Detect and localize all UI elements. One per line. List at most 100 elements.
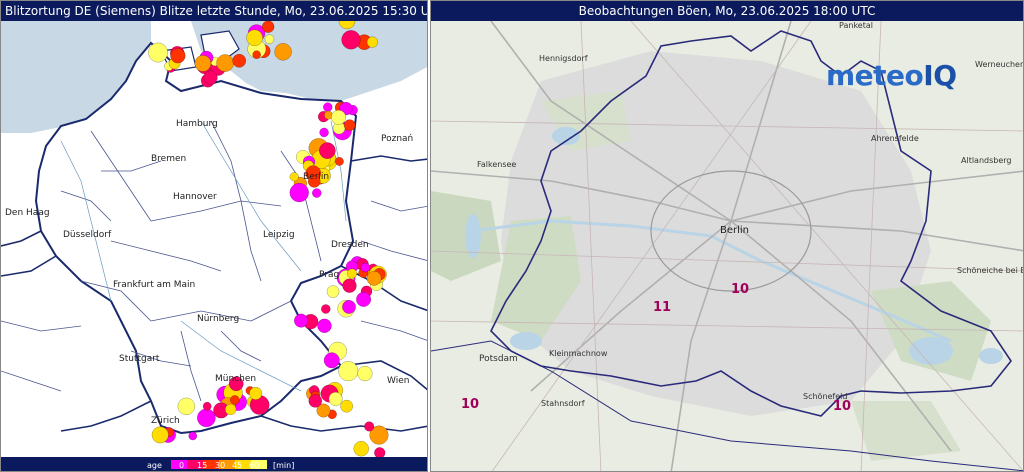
- lightning-strike-dot: [203, 70, 218, 85]
- forest-south: [851, 401, 961, 461]
- lightning-strike-dot: [228, 376, 244, 391]
- lightning-strike-dot: [308, 394, 322, 408]
- lightning-strike-dot: [262, 21, 275, 33]
- lightning-strike-dot: [338, 361, 359, 381]
- legend-value: 45: [232, 461, 243, 470]
- city-label: Stuttgart: [119, 354, 160, 364]
- lightning-strike-dot: [264, 34, 275, 44]
- lightning-strike-dot: [148, 42, 168, 63]
- lightning-strike-dot: [331, 109, 346, 125]
- logo-text: IQ: [923, 59, 957, 92]
- lightning-strike-dot: [197, 408, 216, 428]
- lightning-strike-dot: [369, 425, 389, 445]
- country-border: [1, 255, 57, 277]
- gust-observation[interactable]: 10: [833, 399, 852, 414]
- place-label: Stahnsdorf: [541, 399, 585, 408]
- ring-road: [650, 170, 812, 292]
- legend-value: 60: [249, 461, 260, 470]
- lightning-strike-dot: [312, 188, 322, 198]
- lightning-map[interactable]: Hamburg Bremen Hannover Berlin Leipzig D…: [1, 21, 428, 459]
- lightning-strike-dot: [347, 268, 357, 279]
- lightning-strike-dot: [289, 183, 309, 203]
- forest-grunewald: [491, 216, 581, 341]
- city-label: Prag: [319, 270, 339, 280]
- berlin-osm-map[interactable]: Hennigsdorf Falkensee Berlin Potsdam Kle…: [431, 21, 1024, 472]
- city-label: Hamburg: [176, 119, 218, 129]
- lightning-strike-dot: [177, 397, 195, 415]
- city-label: Berlin: [303, 172, 329, 182]
- lightning-strike-dot: [151, 426, 169, 444]
- gust-map-title: Beobachtungen Böen, Mo, 23.06.2025 18:00…: [431, 1, 1023, 21]
- lightning-strike-dot: [335, 157, 344, 166]
- logo-text: meteo: [826, 59, 924, 92]
- country-border: [60, 400, 152, 432]
- city-label: Bremen: [151, 154, 186, 164]
- river-spree: [470, 219, 952, 343]
- lightning-strike-dot: [364, 421, 375, 432]
- legend-label: age: [147, 461, 162, 470]
- legend-value: 0: [179, 461, 185, 470]
- legend-swatch: [203, 460, 219, 469]
- legend-value: 15: [197, 461, 208, 470]
- rivers: [60, 120, 347, 392]
- lightning-strike-dot: [274, 43, 292, 61]
- lightning-strike-dot: [289, 172, 299, 182]
- lightning-strike-dot: [230, 395, 240, 405]
- legend-swatch: [251, 460, 267, 469]
- lightning-strike-dot: [319, 142, 336, 159]
- lightning-strike-dot: [249, 387, 263, 400]
- city-label: Wien: [387, 376, 409, 386]
- lake: [979, 348, 1003, 364]
- legend-swatch: [171, 460, 187, 469]
- lightning-strike-dot: [323, 352, 340, 369]
- meteoiq-logo: meteoIQ: [826, 59, 957, 92]
- country-border: [350, 155, 427, 162]
- place-label: Potsdam: [479, 354, 518, 364]
- legend-swatch: [235, 460, 251, 469]
- city-label: Nürnberg: [197, 314, 239, 324]
- lake: [552, 127, 580, 145]
- gust-map-panel: Beobachtungen Böen, Mo, 23.06.2025 18:00…: [430, 0, 1024, 472]
- place-label: Schönefeld: [803, 392, 847, 401]
- country-border: [260, 415, 427, 432]
- north-sea: [1, 21, 151, 133]
- city-label: Dresden: [331, 240, 369, 250]
- lightning-strike-dot: [326, 285, 340, 298]
- gust-observation[interactable]: 10: [461, 397, 480, 412]
- gust-observation[interactable]: 10: [731, 282, 750, 297]
- lightning-strike-dot: [216, 54, 234, 72]
- lightning-strike-dot: [317, 318, 332, 333]
- lightning-strike-dot: [328, 392, 343, 406]
- lightning-strike-dot: [357, 366, 373, 382]
- lightning-map-title: Blitzortung DE (Siemens) Blitze letzte S…: [1, 1, 427, 21]
- country-border: [1, 230, 42, 247]
- lightning-strike-dot: [341, 30, 361, 50]
- lightning-strike-dot: [294, 313, 308, 328]
- lightning-strike-dot: [343, 119, 356, 131]
- place-label: Ahrensfelde: [871, 134, 919, 143]
- legend-swatch: [187, 460, 203, 469]
- lightning-strike-dot: [316, 403, 331, 418]
- minor-roads: [431, 21, 1023, 471]
- lightning-strike-dot: [340, 399, 353, 413]
- lightning-map-panel: Blitzortung DE (Siemens) Blitze letzte S…: [0, 0, 428, 472]
- lake: [909, 337, 953, 365]
- major-roads: [431, 21, 1023, 471]
- lightning-strike-dot: [356, 292, 371, 307]
- lightning-strike-dot: [342, 300, 356, 314]
- place-label: Werneuchen: [975, 60, 1024, 69]
- place-label: Falkensee: [477, 160, 516, 169]
- lake: [465, 214, 481, 258]
- place-label: Berlin: [720, 225, 749, 236]
- city-label: Frankfurt am Main: [113, 280, 195, 290]
- lightning-strike-dot: [366, 271, 382, 286]
- lightning-strike-dot: [194, 55, 212, 72]
- city-label: Poznań: [381, 134, 413, 144]
- place-label: Schöneiche bei Berlin: [957, 266, 1024, 275]
- place-label: Kleinmachnow: [549, 349, 608, 358]
- lightning-strike-dot: [338, 21, 356, 29]
- lightning-strike-dot: [170, 48, 186, 64]
- gust-observation[interactable]: 11: [653, 300, 672, 315]
- city-label: Hannover: [173, 192, 217, 202]
- berlin-boundary: [490, 30, 1012, 417]
